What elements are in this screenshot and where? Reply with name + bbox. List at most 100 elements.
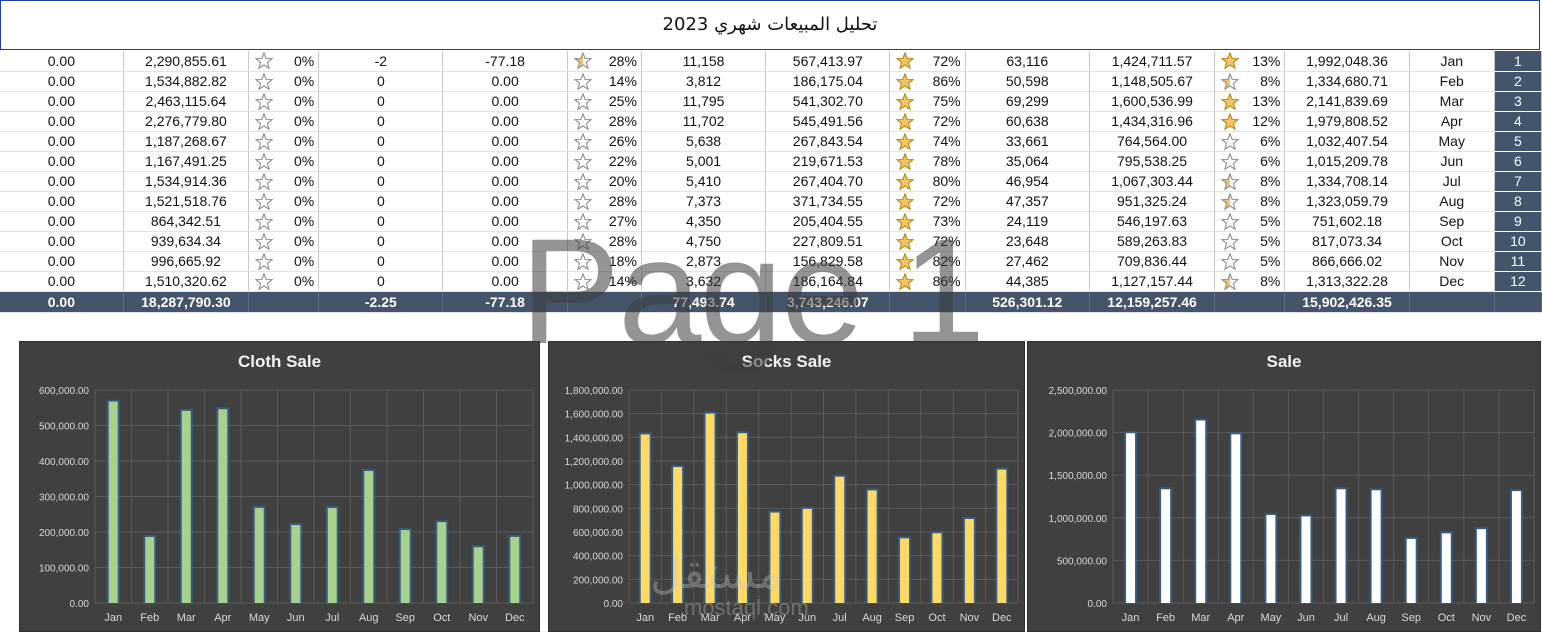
cell-text: 25%: [608, 93, 637, 109]
bar-jan: [640, 434, 650, 603]
bar-jan: [108, 401, 118, 603]
cell-text: Dec: [1439, 273, 1465, 289]
cell-text: 1,067,303.44: [1111, 173, 1193, 189]
y-tick-label: 500,000.00: [1057, 556, 1107, 567]
x-tick-label: Aug: [1366, 612, 1386, 624]
cell-text: -2: [374, 52, 388, 69]
sheet-title-bar: تحليل المبيعات شهري 2023: [0, 0, 1540, 50]
value-cell: 0.00: [0, 111, 124, 132]
value-cell: 1,323,059.79: [1284, 191, 1410, 212]
cell-text: 1,334,680.71: [1306, 73, 1388, 89]
cell-text: 13%: [1252, 52, 1281, 69]
cell-text: 2,276,779.80: [145, 113, 227, 129]
x-tick-label: Jun: [287, 612, 305, 624]
cell-text: 0.00: [47, 113, 75, 129]
cell-text: 0%: [293, 213, 315, 229]
value-cell: 2,290,855.61: [123, 51, 250, 72]
cell-text: 0.00: [47, 73, 75, 89]
x-tick-label: Jul: [325, 612, 339, 624]
value-cell: 0: [318, 111, 444, 132]
cell-text: 35,064: [1005, 153, 1049, 169]
y-tick-label: 2,000,000.00: [1049, 429, 1108, 440]
y-tick-label: 1,000,000.00: [1049, 514, 1108, 525]
month-cell: Apr: [1409, 111, 1495, 132]
rating-star-icon: [255, 232, 274, 250]
rating-star-icon: [1221, 152, 1240, 170]
bar-mar: [181, 410, 191, 603]
cell-text: Nov: [1439, 253, 1465, 269]
bar-mar: [705, 413, 715, 603]
value-cell: 1,334,680.71: [1284, 71, 1410, 92]
cell-text: 0%: [293, 193, 315, 209]
rating-star-icon: [1221, 192, 1240, 210]
cell-text: 1,424,711.57: [1111, 52, 1193, 69]
value-cell: 1,148,505.67: [1089, 71, 1216, 92]
rating-star-icon: [255, 192, 274, 210]
value-cell: 0: [318, 171, 444, 192]
percent-cell: 5%: [1214, 251, 1286, 272]
percent-cell: 0%: [248, 71, 320, 92]
cell-text: 5,410: [686, 173, 722, 189]
cell-text: 5,001: [686, 153, 722, 169]
value-cell: 795,538.25: [1089, 151, 1216, 172]
rating-star-icon: [255, 252, 274, 270]
value-cell: 0: [318, 251, 444, 272]
cell-text: 44,385: [1005, 273, 1049, 289]
value-cell: 27,462: [965, 251, 1090, 272]
rating-star-icon: [896, 152, 915, 170]
cell-text: 11,702: [682, 113, 725, 129]
value-cell: 24,119: [965, 211, 1090, 232]
cell-text: 18%: [608, 253, 637, 269]
x-tick-label: Jan: [636, 612, 654, 624]
cell-text: 0.00: [47, 253, 75, 269]
cell-text: 589,263.83: [1117, 233, 1188, 249]
cell-text: 0.00: [491, 193, 519, 209]
bar-aug: [364, 471, 374, 603]
value-cell: 156,829.58: [765, 251, 891, 272]
value-cell: 0.00: [442, 231, 568, 252]
month-cell: Nov: [1409, 251, 1495, 272]
rating-star-icon: [896, 132, 915, 150]
rating-star-icon: [573, 212, 592, 230]
month-cell: Oct: [1409, 231, 1495, 252]
total-cell: 526,301.12: [965, 291, 1090, 313]
cell-text: 0: [376, 273, 385, 289]
percent-cell: 0%: [248, 191, 320, 212]
cell-text: 63,116: [1006, 52, 1049, 69]
cell-text: 0: [376, 253, 385, 269]
percent-cell: 20%: [567, 171, 642, 192]
value-cell: 2,276,779.80: [123, 111, 250, 132]
cell-text: 72%: [932, 113, 961, 129]
rating-star-icon: [1221, 112, 1240, 130]
x-tick-label: Sep: [895, 612, 915, 624]
value-cell: 546,197.63: [1089, 211, 1216, 232]
cell-text: 3: [1514, 93, 1522, 109]
cell-text: 8%: [1260, 173, 1281, 189]
table-row: 0.00 1,534,882.82 0% 0 0.00 14% 3,812 186,175.0…: [0, 71, 1542, 92]
value-cell: 4,750: [641, 231, 767, 252]
row-index: 6: [1494, 151, 1542, 172]
cell-text: 14%: [608, 73, 637, 89]
chart-title: Sale: [1266, 352, 1302, 371]
value-cell: 0.00: [0, 51, 124, 72]
cell-text: 12: [1510, 273, 1526, 289]
bar-may: [254, 507, 264, 603]
cell-text: 7,373: [686, 193, 722, 209]
cell-text: 0.00: [491, 233, 519, 249]
value-cell: 0.00: [0, 231, 124, 252]
cell-text: 526,301.12: [992, 293, 1063, 310]
x-tick-label: Aug: [359, 612, 379, 624]
cell-text: 0%: [293, 273, 315, 289]
bar-jun: [291, 525, 301, 603]
cell-text: 77,493.74: [672, 293, 735, 310]
percent-cell: 14%: [567, 271, 642, 292]
x-tick-label: May: [1260, 612, 1281, 624]
x-tick-label: Mar: [1191, 612, 1210, 624]
rating-star-icon: [1221, 92, 1240, 110]
cell-text: 751,602.18: [1311, 213, 1383, 229]
cell-text: 4: [1514, 113, 1522, 129]
total-cell: 18,287,790.30: [123, 291, 250, 313]
rating-star-icon: [255, 52, 274, 70]
cell-text: 0: [376, 153, 385, 169]
cell-text: 545,491.56: [792, 113, 863, 129]
